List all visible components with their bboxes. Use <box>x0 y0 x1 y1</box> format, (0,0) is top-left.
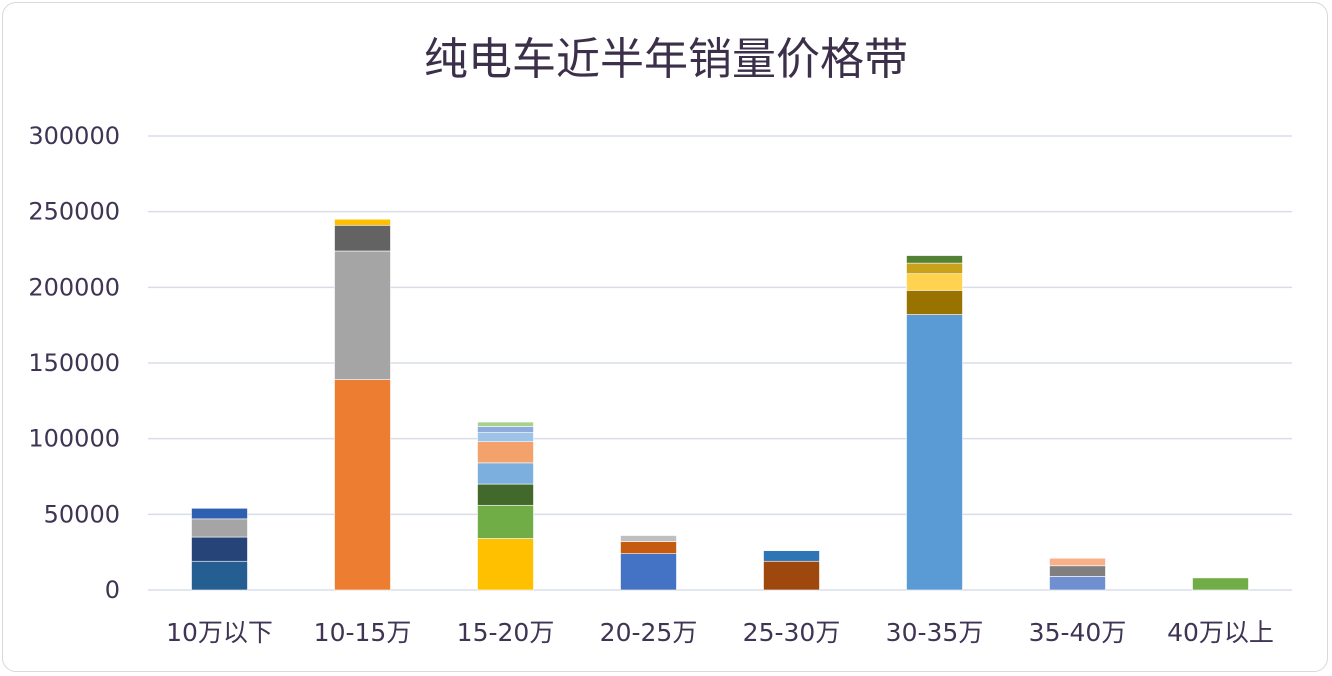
bar-stack <box>1192 577 1249 591</box>
x-category-label: 30-35万 <box>886 618 984 647</box>
bar-segment <box>620 553 677 591</box>
bar-segment <box>1049 557 1106 567</box>
bar-segment <box>334 250 391 380</box>
x-category-label: 10-15万 <box>314 618 412 647</box>
x-category-label: 20-25万 <box>600 618 698 647</box>
bar-segment <box>191 518 248 538</box>
bar-segment <box>477 426 534 433</box>
y-tick-label: 200000 <box>28 273 120 301</box>
x-category-label: 35-40万 <box>1029 618 1127 647</box>
bar-segment <box>191 560 248 591</box>
bar-segment <box>906 255 963 264</box>
bar-stack <box>334 218 391 591</box>
bar-segment <box>191 507 248 520</box>
x-category-label: 40万以上 <box>1167 618 1274 647</box>
bar-segment <box>191 536 248 562</box>
bar-segment <box>477 483 534 506</box>
bar-stack <box>1049 557 1106 591</box>
bar-segment <box>620 535 677 542</box>
y-tick-label: 100000 <box>28 425 120 453</box>
bar-segment <box>763 550 820 562</box>
bar-stack <box>477 421 534 591</box>
bar-segment <box>477 421 534 427</box>
y-tick-label: 0 <box>105 576 120 604</box>
x-category-label: 10万以下 <box>166 618 273 647</box>
bar-segment <box>334 224 391 252</box>
gridlines <box>148 135 1292 591</box>
bar-segment <box>763 560 820 591</box>
bar-segment <box>1049 565 1106 577</box>
bar-segment <box>906 290 963 315</box>
x-category-label: 15-20万 <box>457 618 555 647</box>
y-tick-label: 250000 <box>28 198 120 226</box>
bar-segment <box>477 432 534 442</box>
bar-segment <box>906 262 963 275</box>
bar-stack <box>763 550 820 591</box>
bar-stack <box>620 535 677 591</box>
bar-segment <box>1192 577 1249 591</box>
x-category-label: 25-30万 <box>743 618 841 647</box>
bar-segment <box>334 379 391 591</box>
bar-segment <box>334 218 391 226</box>
bar-segment <box>477 538 534 591</box>
bar-stack <box>191 507 248 591</box>
y-tick-label: 150000 <box>28 349 120 377</box>
bar-segment <box>477 504 534 539</box>
x-axis-category-labels: 10万以下 10-15万 15-20万 20-25万 25-30万 30-35万 35-40… <box>166 618 1274 647</box>
bar-stack <box>906 255 963 591</box>
y-tick-label: 300000 <box>28 122 120 150</box>
bar-segment <box>1049 576 1106 591</box>
bars <box>191 218 1249 591</box>
y-axis-tick-labels: 0 50000 100000 150000 200000 250000 300000 <box>28 122 120 604</box>
chart-title: 纯电车近半年销量价格带 <box>424 34 908 85</box>
bar-segment <box>620 541 677 554</box>
bar-segment <box>906 273 963 291</box>
y-tick-label: 50000 <box>44 500 120 528</box>
bar-segment <box>477 441 534 464</box>
bar-segment <box>477 462 534 485</box>
bar-segment <box>906 314 963 591</box>
